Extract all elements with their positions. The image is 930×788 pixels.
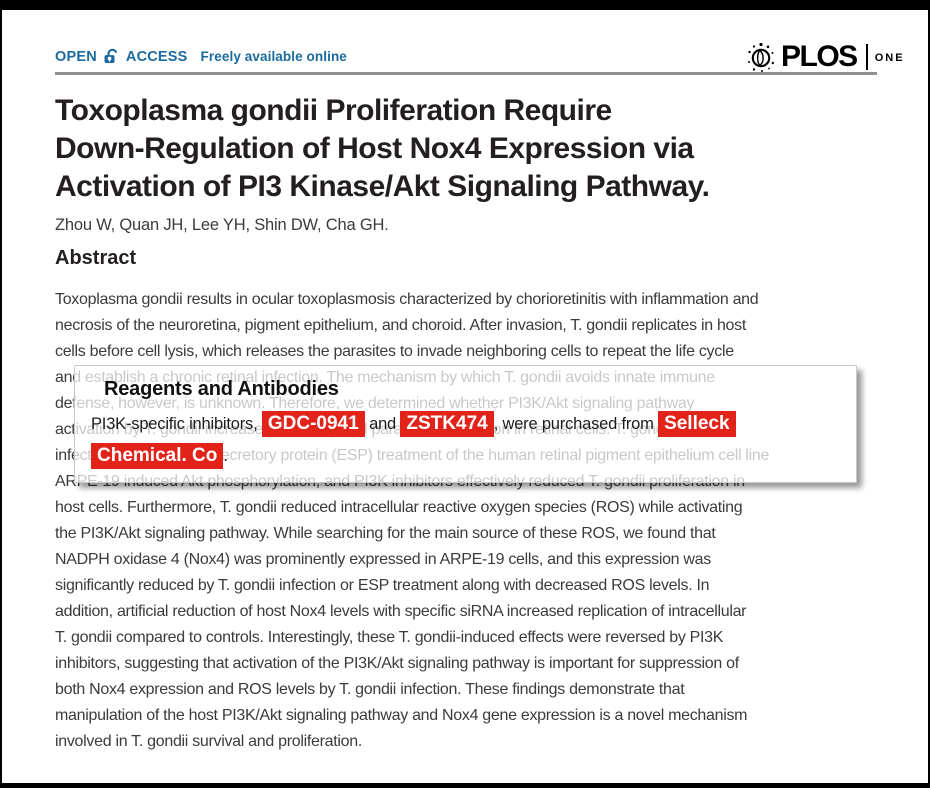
- open-lock-icon: [102, 47, 121, 66]
- overlay-body: PI3K-specific inhibitors, GDC-0941 and Z…: [91, 408, 846, 472]
- journal-edition-label: ONE: [874, 52, 905, 64]
- header-rule: [55, 72, 877, 75]
- abstract-heading: Abstract: [55, 247, 137, 269]
- article-title-line: Toxoplasma gondii Proliferation Require: [55, 94, 612, 127]
- abstract-line: addition, artificial reduction of host N…: [55, 603, 747, 620]
- page-frame-right: [928, 0, 930, 788]
- journal-logo: PLOS ONE: [746, 40, 905, 74]
- abstract-line: involved in T. gondii survival and proli…: [55, 733, 362, 750]
- highlighted-term: Selleck: [658, 411, 736, 437]
- plos-globe-icon: [746, 40, 778, 74]
- open-access-banner: OPEN ACCESS Freely available online: [55, 47, 347, 66]
- annotation-popup: Reagents and Antibodies PI3K-specific in…: [74, 365, 857, 483]
- open-access-access-label: ACCESS: [125, 48, 188, 65]
- author-list: Zhou W, Quan JH, Lee YH, Shin DW, Cha GH…: [55, 216, 389, 234]
- abstract-text: Toxoplasma gondii results in ocular toxo…: [55, 287, 885, 755]
- abstract-line: significantly reduced by T. gondii infec…: [55, 577, 710, 594]
- abstract-line: NADPH oxidase 4 (Nox4) was prominently e…: [55, 551, 711, 568]
- abstract-line: cells before cell lysis, which releases …: [55, 343, 734, 360]
- abstract-line: manipulation of the host PI3K/Akt signal…: [55, 707, 748, 724]
- article-title-line: Activation of PI3 Kinase/Akt Signaling P…: [55, 170, 710, 203]
- abstract-line: T. gondii compared to controls. Interest…: [55, 629, 724, 646]
- overlay-text: and: [364, 415, 401, 433]
- overlay-text: .: [223, 447, 228, 465]
- abstract-line: host cells. Furthermore, T. gondii reduc…: [55, 499, 743, 516]
- freely-available-label: Freely available online: [200, 49, 347, 64]
- abstract-line: inhibitors, suggesting that activation o…: [55, 655, 739, 672]
- highlighted-term: ZSTK474: [400, 411, 494, 437]
- logo-divider: [865, 44, 868, 70]
- journal-name-label: PLOS: [781, 40, 858, 73]
- page-frame-left: [0, 0, 2, 788]
- page-frame-bottom: [0, 783, 930, 788]
- abstract-line: both Nox4 expression and ROS levels by T…: [55, 681, 685, 698]
- open-access-open-label: OPEN: [55, 48, 97, 65]
- overlay-text: PI3K-specific inhibitors,: [91, 415, 262, 433]
- abstract-line: necrosis of the neuroretina, pigment epi…: [55, 317, 746, 334]
- article-title-line: Down-Regulation of Host Nox4 Expression …: [55, 132, 694, 165]
- article-title: Toxoplasma gondii Proliferation Require …: [55, 92, 710, 206]
- popup-title: Reagents and Antibodies: [104, 378, 339, 400]
- abstract-line: the PI3K/Akt signaling pathway. While se…: [55, 525, 716, 542]
- highlighted-term: GDC-0941: [261, 411, 365, 437]
- highlighted-term: Chemical. Co: [91, 443, 224, 469]
- abstract-line: Toxoplasma gondii results in ocular toxo…: [55, 291, 759, 308]
- overlay-text: , were purchased from: [493, 415, 659, 433]
- page-frame-top: [0, 0, 930, 10]
